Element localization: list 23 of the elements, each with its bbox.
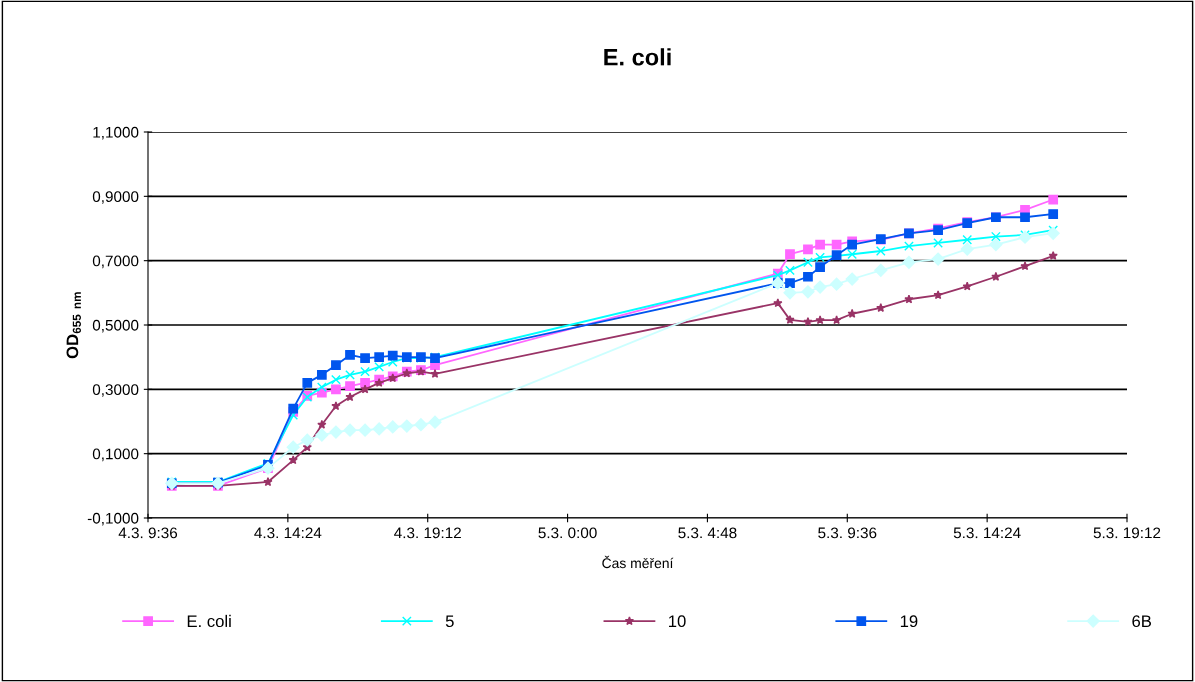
x-tick-label: 5.3. 4:48 xyxy=(678,527,737,539)
x-tick-label: 4.3. 14:24 xyxy=(254,527,322,539)
legend-label: 10 xyxy=(669,615,686,628)
legend-label: 5 xyxy=(445,615,454,628)
y-axis-title: OD$_{655 nm}$ xyxy=(66,292,81,359)
y-tick-label: 0,3000 xyxy=(92,384,139,397)
y-tick-label: 0,7000 xyxy=(92,255,139,269)
legend-label: E. coli xyxy=(187,614,231,628)
x-tick-label: 5.3. 9:36 xyxy=(818,527,877,539)
x-tick-label: 5.3. 14:24 xyxy=(953,527,1021,539)
y-tick-label: -0,1000 xyxy=(87,512,139,526)
y-tick-label: 1,1000 xyxy=(93,126,139,140)
y-tick-label: 0,9000 xyxy=(92,191,139,204)
x-tick-label: 5.3. 19:12 xyxy=(1093,527,1161,539)
x-tick-label: 4.3. 9:36 xyxy=(118,527,178,539)
x-axis-title: Čas měření xyxy=(602,555,674,569)
x-tick-label: 4.3. 19:12 xyxy=(394,527,461,539)
x-tick-label: 5.3. 0:00 xyxy=(538,527,597,539)
legend-label: 19 xyxy=(900,615,918,628)
y-tick-label: 0,1000 xyxy=(92,448,139,462)
legend-label: 6B xyxy=(1132,615,1152,628)
y-tick-label: 0,5000 xyxy=(92,319,139,333)
chart-title: E. coli xyxy=(604,48,671,66)
